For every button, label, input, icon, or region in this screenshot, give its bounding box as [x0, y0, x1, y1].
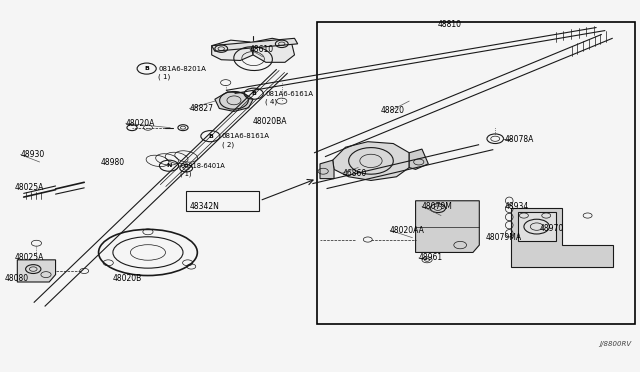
Text: 48970: 48970	[540, 224, 564, 233]
Polygon shape	[409, 149, 428, 169]
Polygon shape	[333, 142, 409, 180]
Text: ( 2): ( 2)	[222, 141, 234, 148]
Text: B: B	[252, 91, 256, 96]
Text: 46860: 46860	[342, 169, 367, 177]
Text: 48342N: 48342N	[189, 202, 220, 211]
Text: 48079MA: 48079MA	[486, 233, 522, 242]
Text: 081A6-8161A: 081A6-8161A	[222, 133, 270, 139]
Text: ( 4): ( 4)	[265, 99, 277, 105]
Text: 48080: 48080	[4, 274, 29, 283]
Text: ( 1): ( 1)	[180, 171, 192, 177]
Text: 48930: 48930	[20, 150, 45, 159]
Text: 48980: 48980	[100, 157, 124, 167]
Text: 48025A: 48025A	[14, 253, 44, 263]
Text: 48079M: 48079M	[422, 202, 453, 211]
Text: ( 1): ( 1)	[158, 73, 170, 80]
Polygon shape	[415, 201, 479, 253]
Text: J/8800RV: J/8800RV	[599, 341, 631, 347]
Text: 081A6-8201A: 081A6-8201A	[158, 65, 206, 71]
Text: 48020B: 48020B	[113, 274, 142, 283]
Text: 48820: 48820	[381, 106, 404, 115]
Text: B: B	[208, 134, 213, 139]
Text: 48810: 48810	[438, 20, 462, 29]
Text: 48961: 48961	[419, 253, 443, 263]
Text: B: B	[144, 66, 149, 71]
Text: 081A6-6161A: 081A6-6161A	[265, 91, 313, 97]
Polygon shape	[212, 38, 298, 51]
Polygon shape	[17, 260, 56, 282]
Text: N: N	[166, 163, 172, 168]
Polygon shape	[215, 92, 253, 112]
Polygon shape	[320, 160, 334, 179]
Text: 48078A: 48078A	[505, 135, 534, 144]
Text: 48020AA: 48020AA	[390, 226, 425, 235]
Text: 48827: 48827	[189, 104, 213, 113]
Bar	[186, 191, 259, 211]
Polygon shape	[511, 208, 613, 267]
Text: 48934: 48934	[505, 202, 529, 211]
Polygon shape	[212, 40, 253, 61]
Text: 48025A: 48025A	[14, 183, 44, 192]
Text: 48020A: 48020A	[125, 119, 155, 128]
Text: 48020BA: 48020BA	[253, 117, 287, 126]
Polygon shape	[253, 38, 294, 62]
Polygon shape	[518, 212, 556, 241]
Text: 06918-6401A: 06918-6401A	[180, 163, 225, 169]
Text: 48610: 48610	[250, 45, 274, 54]
Bar	[317, 22, 636, 324]
